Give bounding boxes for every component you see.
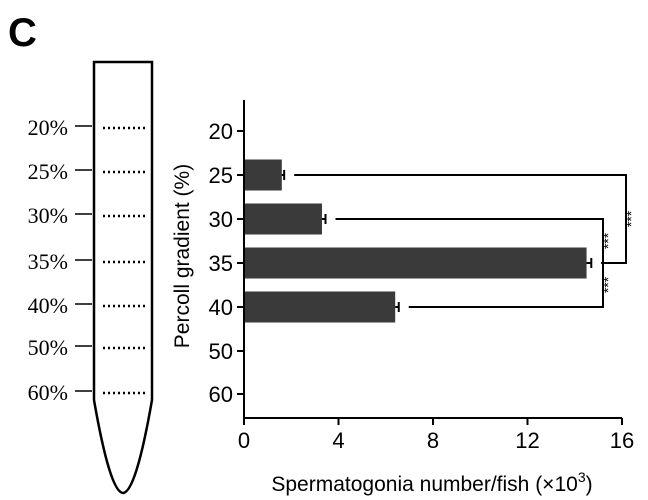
x-tick-label: 0 xyxy=(238,428,250,453)
centrifuge-tube: 20% 25% 30% 35% 40% 50% 60% xyxy=(28,60,154,495)
x-axis-title: Spermatogonia number/fish (×103) xyxy=(271,469,592,496)
y-tick-label: 20 xyxy=(209,119,233,144)
tube-gradient-label: 25% xyxy=(28,159,68,184)
tube-gradient-label: 35% xyxy=(28,249,68,274)
bracket-line xyxy=(294,174,627,264)
y-tick-label: 25 xyxy=(209,163,233,188)
tube-gradient-label: 40% xyxy=(28,293,68,318)
y-tick-label: 35 xyxy=(209,251,233,276)
x-tick-label: 4 xyxy=(332,428,344,453)
tube-gradient-label: 30% xyxy=(28,203,68,228)
tube-gradient-label: 20% xyxy=(28,115,68,140)
bar-chart: 20 25 30 35 40 50 60 0 4 8 12 16 *** *** *** Percoll… xyxy=(171,100,639,496)
significance-bracket: *** xyxy=(294,174,639,264)
tube-gradient-label: 60% xyxy=(28,380,68,405)
significance-label: *** xyxy=(600,232,616,249)
y-tick-label: 50 xyxy=(209,339,233,364)
significance-label: *** xyxy=(623,210,639,227)
x-tick-label: 12 xyxy=(515,428,539,453)
x-tick-label: 16 xyxy=(610,428,634,453)
bar-35 xyxy=(244,247,587,279)
y-axis-title: Percoll gradient (%) xyxy=(171,164,194,348)
y-tick-label: 40 xyxy=(209,295,233,320)
tube-gradient-label: 50% xyxy=(28,335,68,360)
x-tick-label: 8 xyxy=(427,428,439,453)
tube-outline xyxy=(92,60,154,495)
bar-40 xyxy=(244,291,396,323)
y-tick-label: 30 xyxy=(209,207,233,232)
panel-label: C xyxy=(8,11,37,55)
bar-25 xyxy=(244,159,282,191)
significance-label: *** xyxy=(600,276,616,293)
y-tick-label: 60 xyxy=(209,382,233,407)
bar-30 xyxy=(244,203,322,235)
